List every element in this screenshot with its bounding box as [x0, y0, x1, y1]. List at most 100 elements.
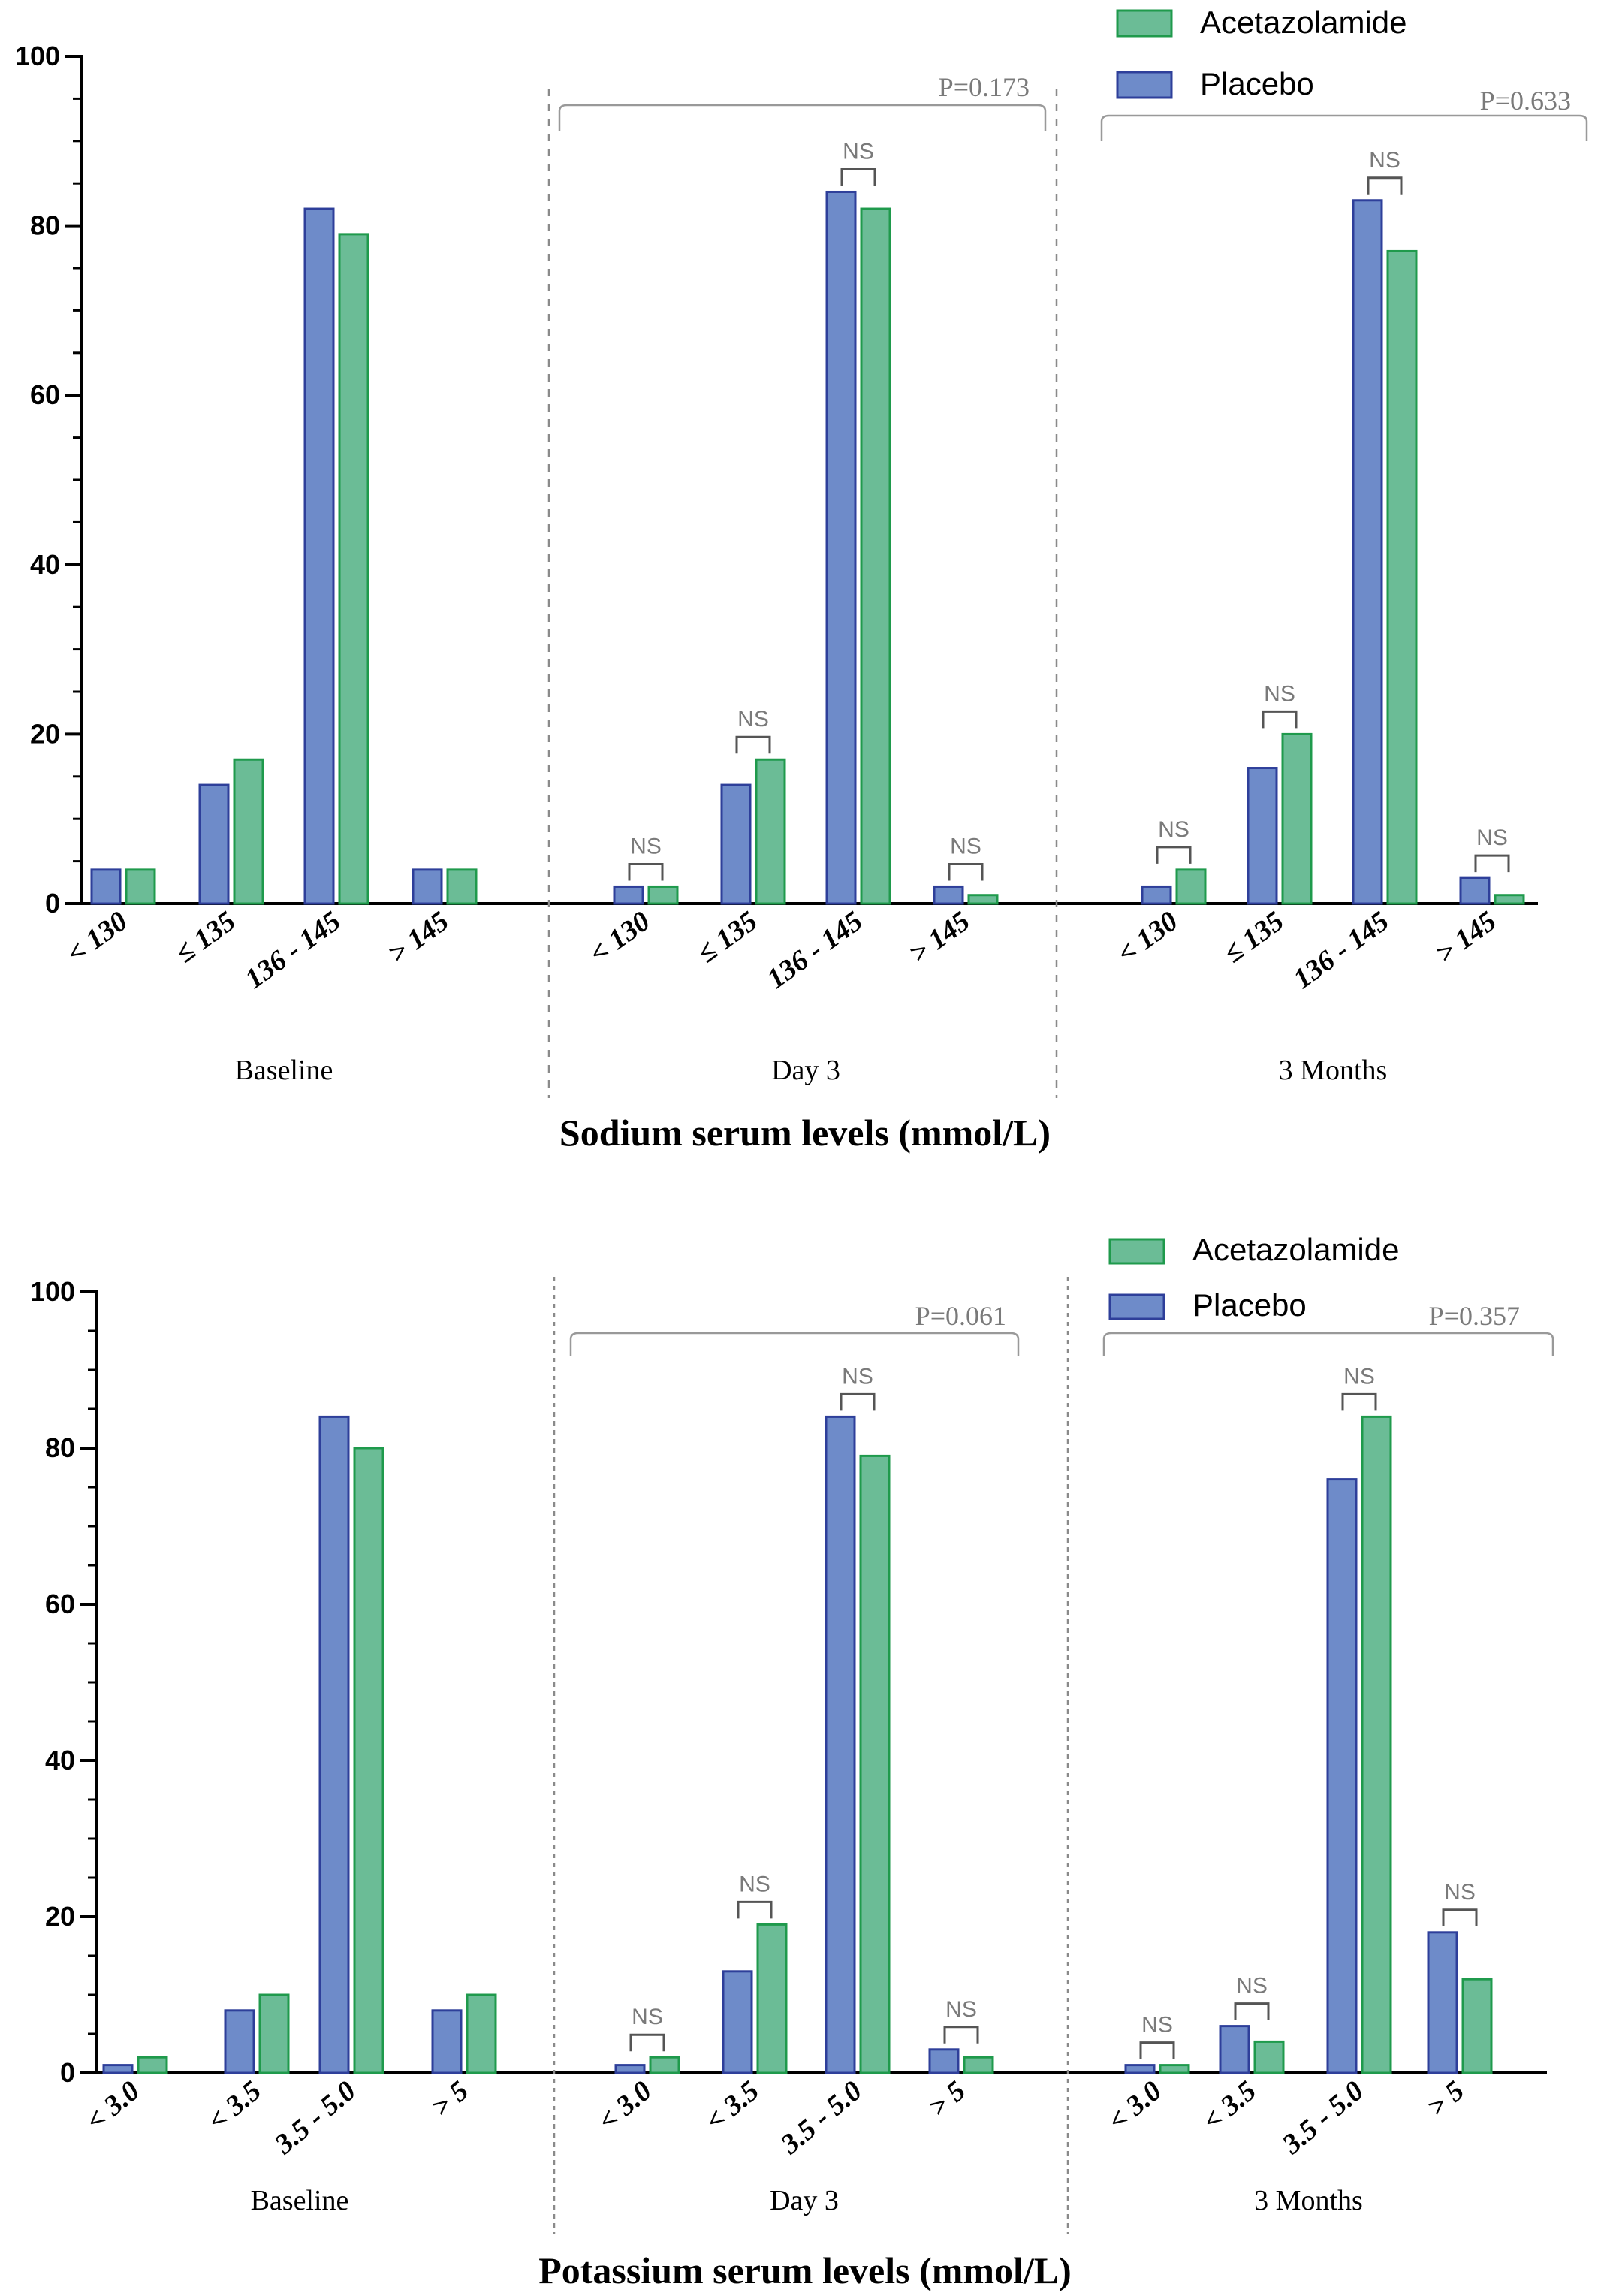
category-label: 136 - 145 — [1288, 905, 1395, 995]
p-value-label: P=0.633 — [1480, 86, 1571, 116]
category-label: > 5 — [425, 2075, 474, 2123]
pair-bracket — [1367, 176, 1403, 195]
bar-acetazolamide — [756, 1923, 788, 2074]
bar-acetazolamide — [649, 2056, 680, 2074]
bar-acetazolamide — [1175, 868, 1207, 905]
legend: Acetazolamide Placebo — [1108, 1232, 1399, 1323]
legend-label-placebo: Placebo — [1200, 66, 1314, 101]
pair-significance-label: NS — [1141, 2013, 1173, 2038]
pair-significance-label: NS — [1476, 825, 1508, 850]
p-value-bracket — [1102, 1332, 1554, 1356]
pair-bracket — [1341, 1392, 1377, 1411]
p-value-label: P=0.061 — [915, 1301, 1006, 1331]
group-day-3: < 3.0 NS < 3.5 NS 3.5 - 5.0 NS > 5 NS Day 3 P=0.0… — [569, 1301, 1020, 2216]
pair-bracket — [840, 1392, 876, 1411]
pair-bracket — [737, 1900, 773, 1919]
category-label: < 3.5 — [202, 2075, 267, 2138]
pair-bracket — [1262, 710, 1298, 729]
pair-bracket — [943, 2026, 979, 2044]
legend-swatch-acetazolamide — [1116, 9, 1173, 38]
category-label: > 5 — [1421, 2075, 1470, 2123]
group-3-months: < 130 NS ≤ 135 NS 136 - 145 NS > 145 NS 3 Months… — [1100, 86, 1588, 1086]
category-label: < 130 — [583, 905, 656, 970]
bar-acetazolamide — [446, 868, 478, 905]
category-label: > 5 — [922, 2075, 971, 2123]
category-label: < 130 — [1111, 905, 1183, 970]
p-value-label: P=0.357 — [1429, 1301, 1520, 1331]
group-label: 3 Months — [1254, 2185, 1363, 2216]
pair-significance-label: NS — [842, 1364, 873, 1389]
legend-label-acetazolamide: Acetazolamide — [1192, 1232, 1399, 1267]
bar-placebo — [431, 2009, 463, 2074]
bar-placebo — [1326, 1478, 1358, 2074]
p-value-label: P=0.173 — [939, 72, 1030, 102]
bar-placebo — [1352, 199, 1383, 905]
category-label: < 3.5 — [700, 2075, 765, 2138]
p-value-bracket — [1100, 114, 1588, 141]
y-tick-label: 40 — [30, 549, 60, 580]
bar-placebo — [102, 2064, 134, 2074]
group-label: 3 Months — [1279, 1054, 1388, 1086]
bar-acetazolamide — [1253, 2040, 1285, 2074]
group-day-3: < 130 NS ≤ 135 NS 136 - 145 NS > 145 NS Day 3 P=0… — [558, 72, 1047, 1086]
pair-significance-label: NS — [945, 1997, 977, 2022]
bar-acetazolamide — [1494, 894, 1525, 905]
pair-significance-label: NS — [1236, 1974, 1268, 1999]
category-label: 3.5 - 5.0 — [774, 2075, 868, 2161]
category-label: 136 - 145 — [761, 905, 869, 995]
pair-significance-label: NS — [739, 1872, 770, 1896]
category-label: ≤ 135 — [170, 905, 241, 969]
bar-acetazolamide — [963, 2056, 994, 2074]
pair-significance-label: NS — [1369, 148, 1401, 173]
bar-placebo — [825, 190, 857, 905]
bar-acetazolamide — [1281, 732, 1313, 905]
category-label: < 3.5 — [1197, 2075, 1262, 2138]
pair-significance-label: NS — [630, 834, 662, 858]
category-label: < 3.0 — [1102, 2075, 1168, 2138]
group-label: Day 3 — [770, 2185, 839, 2216]
legend-swatch-acetazolamide — [1108, 1238, 1165, 1265]
pair-significance-label: NS — [1264, 681, 1295, 706]
group-label: Baseline — [235, 1054, 333, 1086]
y-tick-label: 80 — [30, 210, 60, 241]
bar-acetazolamide — [859, 1454, 891, 2074]
category-label: 3.5 - 5.0 — [1276, 2075, 1370, 2161]
bar-placebo — [90, 868, 122, 905]
category-label: > 145 — [1430, 905, 1502, 970]
bar-placebo — [928, 2048, 960, 2074]
category-label: ≤ 135 — [1218, 905, 1289, 969]
legend-label-acetazolamide: Acetazolamide — [1200, 5, 1407, 40]
pair-bracket — [840, 167, 876, 186]
bar-placebo — [412, 868, 443, 905]
group-label: Day 3 — [771, 1054, 840, 1086]
bar-placebo — [614, 2064, 646, 2074]
bar-acetazolamide — [860, 207, 891, 905]
pair-bracket — [1234, 2002, 1270, 2020]
group-3-months: < 3.0 NS < 3.5 NS 3.5 - 5.0 NS > 5 NS 3 Months P=… — [1102, 1301, 1554, 2216]
category-label: < 130 — [61, 905, 133, 970]
bar-acetazolamide — [755, 758, 786, 905]
bar-acetazolamide — [967, 894, 999, 905]
bar-placebo — [825, 1415, 856, 2074]
y-tick-label: 80 — [45, 1432, 75, 1463]
pair-significance-label: NS — [950, 834, 981, 858]
bar-acetazolamide — [1461, 1978, 1493, 2074]
legend-swatch-placebo — [1116, 71, 1173, 99]
y-tick-label: 60 — [30, 379, 60, 410]
pair-bracket — [1139, 2041, 1175, 2059]
legend-label-placebo: Placebo — [1192, 1287, 1307, 1323]
pair-bracket — [735, 735, 771, 754]
bar-placebo — [198, 783, 230, 905]
bar-acetazolamide — [1386, 249, 1418, 905]
p-value-bracket — [558, 104, 1047, 131]
pair-significance-label: NS — [632, 2005, 663, 2029]
bar-placebo — [1247, 767, 1278, 905]
bar-placebo — [1219, 2025, 1250, 2074]
bar-placebo — [722, 1970, 753, 2074]
category-label: 136 - 145 — [240, 905, 347, 995]
y-tick-label: 20 — [30, 718, 60, 749]
bar-acetazolamide — [258, 1993, 290, 2074]
